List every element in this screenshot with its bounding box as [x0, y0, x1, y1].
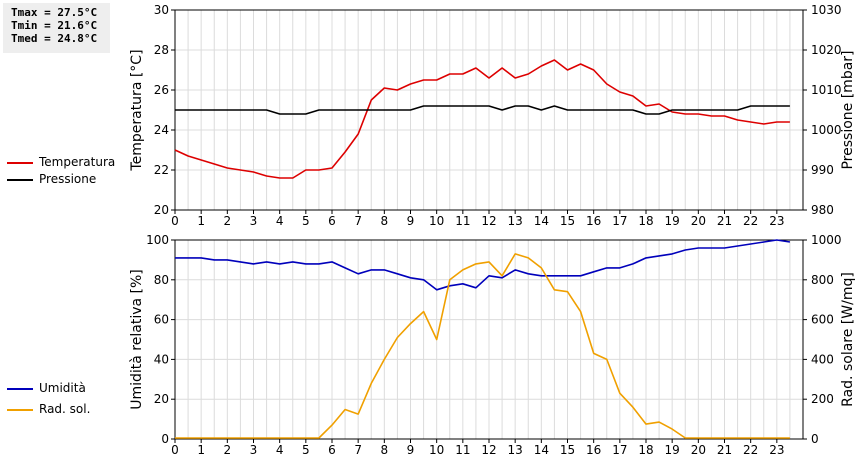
hum-x-tick-label: 17	[612, 443, 627, 457]
hum-yl-tick-label: 80	[154, 273, 169, 287]
hum-x-tick-label: 6	[328, 443, 336, 457]
hum-x-tick-label: 16	[586, 443, 601, 457]
temp-yl-tick-label: 26	[154, 83, 169, 97]
hum-yr-tick-label: 0	[811, 432, 819, 446]
hum-ylabel-right: Rad. solare [W/mq]	[840, 272, 856, 407]
temp-yr-tick-label: 1030	[811, 3, 842, 17]
legend-line-rad-sol	[7, 408, 33, 411]
hum-x-tick-label: 21	[717, 443, 732, 457]
legend-pressione: Pressione	[7, 172, 96, 186]
temp-x-tick-label: 12	[481, 214, 496, 228]
hum-yr-tick-label: 400	[811, 352, 834, 366]
temp-x-tick-label: 13	[508, 214, 523, 228]
hum-x-tick-label: 20	[691, 443, 706, 457]
tmin-label: Tmin = 21.6°C	[11, 19, 98, 32]
temp-x-tick-label: 10	[429, 214, 444, 228]
hum-yl-tick-label: 40	[154, 352, 169, 366]
hum-x-tick-label: 4	[276, 443, 284, 457]
temp-x-tick-label: 7	[354, 214, 362, 228]
temp-x-tick-label: 20	[691, 214, 706, 228]
temp-x-tick-label: 17	[612, 214, 627, 228]
series-line-pressione	[175, 105, 790, 115]
hum-x-tick-label: 22	[743, 443, 758, 457]
legend-line-pressione	[7, 178, 33, 181]
temp-ylabel-left: Temperatura [°C]	[129, 49, 145, 171]
hum-x-tick-label: 12	[481, 443, 496, 457]
temp-x-tick-label: 0	[171, 214, 179, 228]
temp-x-tick-label: 8	[381, 214, 389, 228]
temp-yl-tick-label: 28	[154, 43, 169, 57]
temp-yr-tick-label: 1010	[811, 83, 842, 97]
legend-line-umidita	[7, 387, 33, 390]
hum-x-tick-label: 2	[224, 443, 232, 457]
temp-x-tick-label: 4	[276, 214, 284, 228]
temp-x-tick-label: 18	[638, 214, 653, 228]
legend-label-pressione: Pressione	[39, 172, 97, 186]
legend-label-umidita: Umidità	[39, 381, 86, 395]
hum-x-tick-label: 11	[455, 443, 470, 457]
hum-x-tick-label: 15	[560, 443, 575, 457]
hum-yr-tick-label: 200	[811, 392, 834, 406]
temp-yr-tick-label: 1020	[811, 43, 842, 57]
hum-yr-tick-label: 600	[811, 313, 834, 327]
temp-x-tick-label: 11	[455, 214, 470, 228]
temp-x-tick-label: 23	[769, 214, 784, 228]
temp-yr-tick-label: 990	[811, 163, 834, 177]
hum-ylabel-left: Umidità relativa [%]	[129, 269, 145, 410]
tmed-label: Tmed = 24.8°C	[11, 32, 98, 45]
hum-x-tick-label: 19	[665, 443, 680, 457]
hum-x-tick-label: 14	[534, 443, 549, 457]
temp-x-tick-label: 15	[560, 214, 575, 228]
temp-yr-tick-label: 980	[811, 203, 834, 217]
temp-x-tick-label: 6	[328, 214, 336, 228]
series-line-rad-sol	[175, 253, 790, 439]
temp-yr-tick-label: 1000	[811, 123, 842, 137]
temp-x-tick-label: 16	[586, 214, 601, 228]
legend-line-temperatura	[7, 161, 33, 164]
tmax-label: Tmax = 27.5°C	[11, 6, 98, 19]
temp-yl-tick-label: 22	[154, 163, 169, 177]
temp-x-tick-label: 2	[224, 214, 232, 228]
temp-x-tick-label: 5	[302, 214, 310, 228]
hum-yl-tick-label: 100	[146, 233, 169, 247]
hum-x-tick-label: 3	[250, 443, 258, 457]
hum-x-tick-label: 13	[508, 443, 523, 457]
hum-x-tick-label: 8	[381, 443, 389, 457]
stats-box: Tmax = 27.5°C Tmin = 21.6°C Tmed = 24.8°…	[3, 3, 110, 53]
temp-x-tick-label: 22	[743, 214, 758, 228]
hum-x-tick-label: 1	[197, 443, 205, 457]
hum-x-tick-label: 23	[769, 443, 784, 457]
legend-label-temperatura: Temperatura	[39, 155, 116, 169]
hum-x-tick-label: 0	[171, 443, 179, 457]
hum-yr-tick-label: 800	[811, 273, 834, 287]
temp-x-tick-label: 3	[250, 214, 258, 228]
hum-x-tick-label: 9	[407, 443, 415, 457]
temp-yl-tick-label: 30	[154, 3, 169, 17]
temp-x-tick-label: 19	[665, 214, 680, 228]
temp-x-tick-label: 9	[407, 214, 415, 228]
hum-yl-tick-label: 20	[154, 392, 169, 406]
legend-umidita: Umidità	[7, 381, 86, 395]
temp-x-tick-label: 21	[717, 214, 732, 228]
hum-x-tick-label: 10	[429, 443, 444, 457]
hum-x-tick-label: 7	[354, 443, 362, 457]
temp-x-tick-label: 14	[534, 214, 549, 228]
series-line-temperatura	[174, 59, 790, 179]
legend-label-rad-sol: Rad. sol.	[39, 402, 91, 416]
legend-temperatura: Temperatura	[7, 155, 115, 169]
hum-x-tick-label: 5	[302, 443, 310, 457]
hum-yl-tick-label: 0	[161, 432, 169, 446]
temp-yl-tick-label: 20	[154, 203, 169, 217]
temp-yl-tick-label: 24	[154, 123, 169, 137]
temp-ylabel-right: Pressione [mbar]	[840, 50, 856, 169]
series-line-umidit	[175, 239, 791, 291]
hum-x-tick-label: 18	[638, 443, 653, 457]
legend-rad-sol: Rad. sol.	[7, 402, 90, 416]
hum-yr-tick-label: 1000	[811, 233, 842, 247]
temp-x-tick-label: 1	[197, 214, 205, 228]
hum-yl-tick-label: 60	[154, 313, 169, 327]
